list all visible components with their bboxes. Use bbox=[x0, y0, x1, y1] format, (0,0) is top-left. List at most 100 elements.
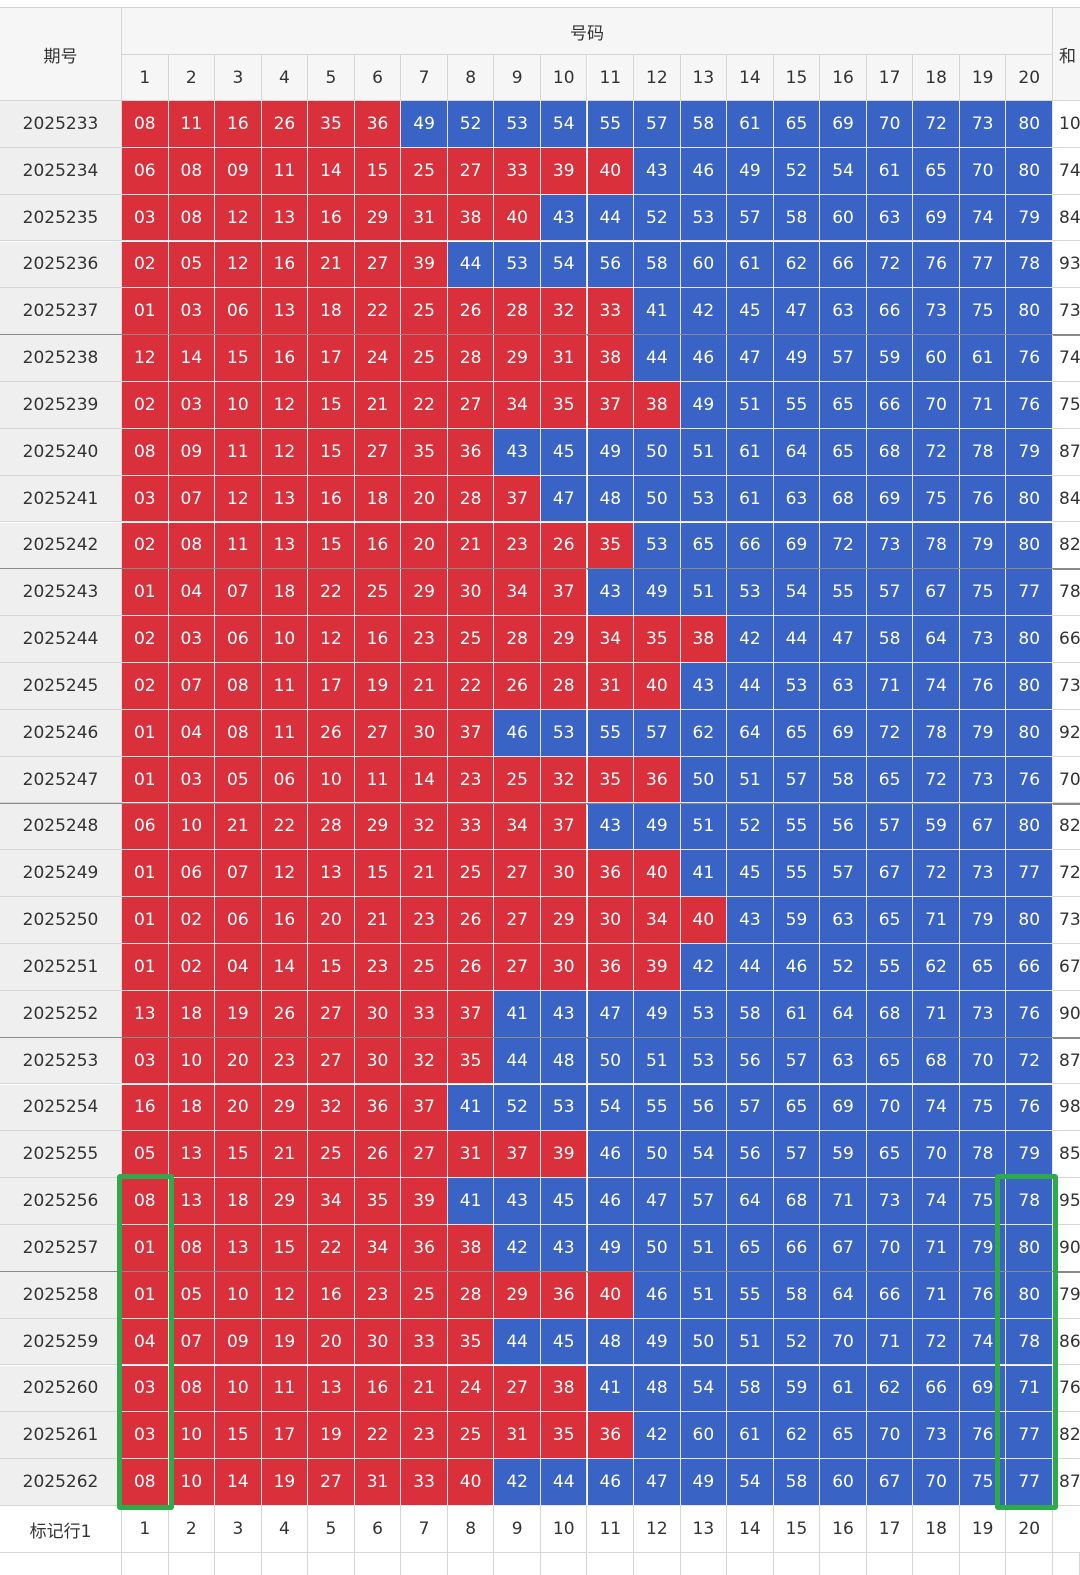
number-cell: 65 bbox=[680, 522, 728, 570]
number-cell: 06 bbox=[215, 616, 262, 663]
number-cell: 61 bbox=[727, 428, 774, 476]
number-cell: 66 bbox=[866, 288, 914, 336]
number-cell: 52 bbox=[820, 944, 867, 991]
footer-next-cell bbox=[262, 1553, 309, 1575]
number-cell: 39 bbox=[401, 1178, 448, 1225]
number-cell: 13 bbox=[261, 288, 309, 336]
number-cell: 73 bbox=[866, 522, 914, 570]
number-cell: 19 bbox=[308, 1412, 355, 1460]
sum-cell: 74 bbox=[1053, 148, 1080, 195]
number-cell: 33 bbox=[587, 288, 635, 336]
number-cell: 57 bbox=[680, 1178, 728, 1225]
number-cell: 78 bbox=[1006, 1318, 1053, 1366]
number-cell: 08 bbox=[122, 428, 169, 476]
number-cell: 32 bbox=[401, 1037, 448, 1085]
number-cell: 45 bbox=[727, 850, 774, 898]
number-cell: 63 bbox=[820, 1037, 867, 1085]
number-cell: 78 bbox=[913, 522, 960, 570]
number-cell: 09 bbox=[215, 147, 262, 195]
period-cell: 2025261 bbox=[0, 1412, 122, 1460]
number-cell: 59 bbox=[773, 1365, 821, 1413]
number-cell: 36 bbox=[447, 428, 495, 476]
number-cell: 02 bbox=[168, 944, 216, 991]
footer-sum bbox=[1053, 1506, 1080, 1553]
number-cell: 26 bbox=[308, 709, 355, 757]
number-cell: 67 bbox=[820, 1225, 867, 1272]
number-cell: 35 bbox=[587, 522, 635, 570]
footer-next-cell bbox=[215, 1553, 262, 1575]
number-cell: 47 bbox=[587, 990, 635, 1038]
number-cell: 47 bbox=[634, 1459, 681, 1506]
number-cell: 12 bbox=[261, 850, 309, 898]
number-cell: 58 bbox=[680, 101, 728, 148]
number-cell: 03 bbox=[168, 382, 216, 429]
sum-cell: 87 bbox=[1053, 1459, 1080, 1506]
number-cell: 44 bbox=[540, 1459, 588, 1506]
number-cell: 56 bbox=[587, 241, 635, 289]
number-cell: 25 bbox=[401, 1271, 448, 1319]
number-cell: 06 bbox=[168, 850, 216, 898]
number-cell: 25 bbox=[447, 850, 495, 898]
number-cell: 20 bbox=[215, 1037, 262, 1085]
footer-cell: 5 bbox=[308, 1506, 355, 1553]
number-cell: 53 bbox=[773, 663, 821, 710]
number-cell: 40 bbox=[680, 897, 728, 944]
number-cell: 05 bbox=[215, 756, 262, 804]
number-cell: 53 bbox=[494, 241, 541, 289]
number-cell: 70 bbox=[913, 1131, 960, 1179]
number-cell: 57 bbox=[866, 569, 914, 617]
number-cell: 51 bbox=[727, 1318, 774, 1366]
number-cell: 21 bbox=[401, 850, 448, 898]
number-cell: 69 bbox=[913, 194, 960, 242]
number-cell: 02 bbox=[122, 522, 169, 570]
period-cell: 2025248 bbox=[0, 803, 122, 851]
number-cell: 37 bbox=[494, 1131, 541, 1179]
number-cell: 02 bbox=[168, 897, 216, 944]
number-cell: 10 bbox=[215, 382, 262, 429]
number-cell: 74 bbox=[913, 663, 960, 710]
number-cell: 80 bbox=[1006, 288, 1053, 336]
number-cell: 12 bbox=[308, 616, 355, 663]
number-cell: 20 bbox=[401, 522, 448, 570]
number-cell: 40 bbox=[447, 1459, 495, 1506]
number-cell: 66 bbox=[866, 382, 914, 429]
number-cell: 72 bbox=[1006, 1037, 1053, 1085]
number-cell: 16 bbox=[354, 522, 402, 570]
number-cell: 03 bbox=[122, 1412, 169, 1460]
number-cell: 58 bbox=[866, 616, 914, 663]
period-cell: 2025252 bbox=[0, 990, 122, 1038]
sum-cell: 66 bbox=[1053, 616, 1080, 663]
number-cell: 39 bbox=[540, 147, 588, 195]
number-cell: 36 bbox=[401, 1225, 448, 1272]
number-cell: 05 bbox=[168, 1271, 216, 1319]
number-cell: 51 bbox=[680, 1271, 728, 1319]
number-cell: 62 bbox=[913, 944, 960, 991]
number-cell: 30 bbox=[354, 1037, 402, 1085]
column-header: 9 bbox=[494, 55, 541, 101]
number-cell: 64 bbox=[727, 709, 774, 757]
number-cell: 44 bbox=[727, 944, 774, 991]
number-cell: 29 bbox=[494, 335, 541, 382]
number-cell: 01 bbox=[122, 897, 169, 944]
number-cell: 45 bbox=[540, 1318, 588, 1366]
number-cell: 55 bbox=[773, 382, 821, 429]
number-cell: 79 bbox=[959, 522, 1007, 570]
number-cell: 78 bbox=[959, 1131, 1007, 1179]
number-cell: 65 bbox=[773, 1084, 821, 1132]
number-cell: 49 bbox=[680, 1459, 728, 1506]
number-cell: 47 bbox=[773, 288, 821, 336]
number-cell: 65 bbox=[913, 147, 960, 195]
number-cell: 01 bbox=[122, 1271, 169, 1319]
number-cell: 44 bbox=[587, 194, 635, 242]
number-cell: 12 bbox=[215, 475, 262, 523]
number-cell: 40 bbox=[494, 194, 541, 242]
number-cell: 47 bbox=[727, 335, 774, 382]
number-cell: 08 bbox=[168, 1365, 216, 1413]
number-cell: 13 bbox=[168, 1131, 216, 1179]
period-cell: 2025241 bbox=[0, 475, 122, 523]
number-cell: 01 bbox=[122, 709, 169, 757]
number-cell: 80 bbox=[1006, 803, 1053, 851]
footer-cell: 8 bbox=[447, 1506, 495, 1553]
footer-next-cell bbox=[913, 1553, 960, 1575]
number-cell: 68 bbox=[913, 1037, 960, 1085]
